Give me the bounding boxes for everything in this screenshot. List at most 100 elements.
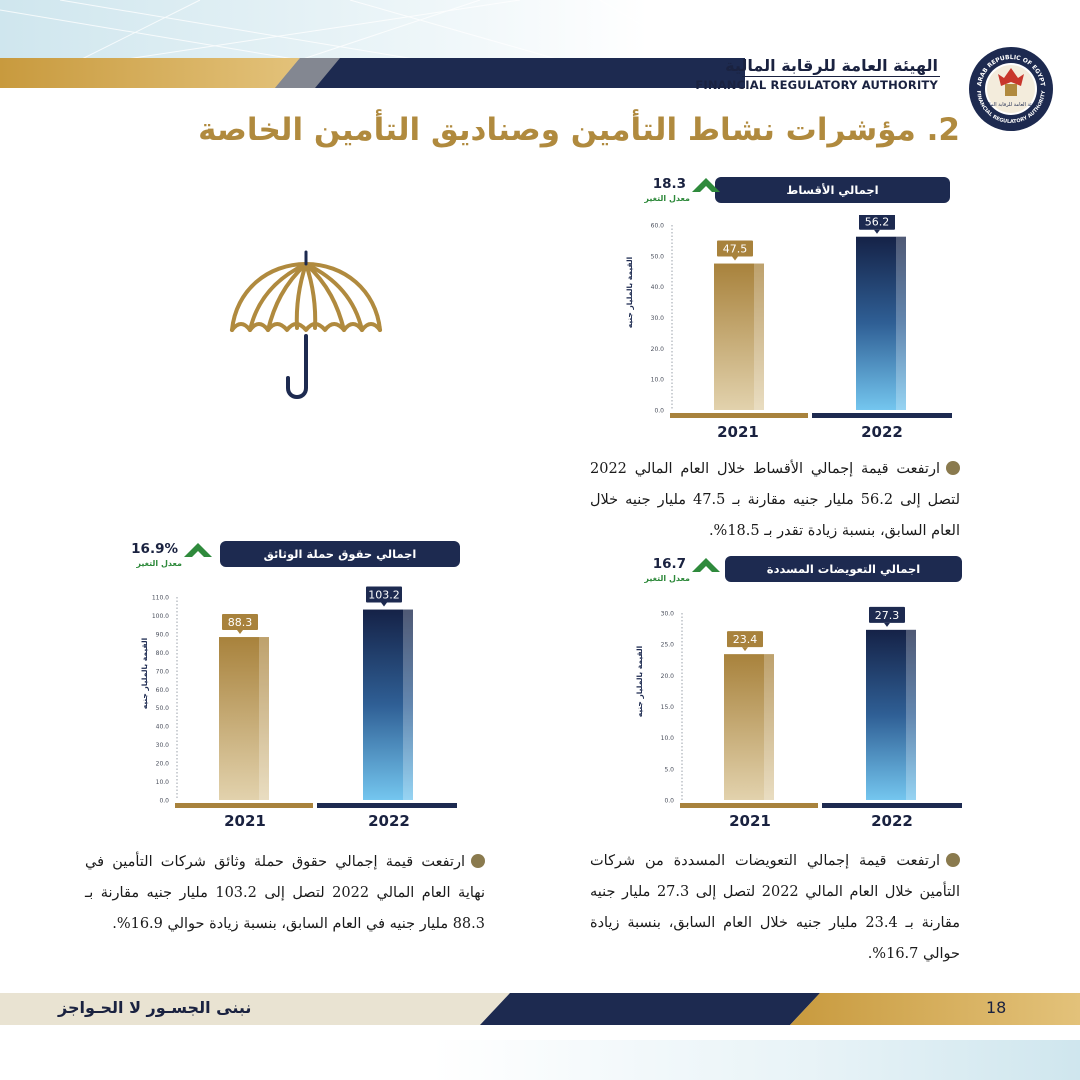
y-tick-label: 5.0	[664, 766, 674, 773]
y-tick-label: 0.0	[664, 798, 674, 805]
y-tick-label: 60.0	[156, 687, 170, 694]
description-text: ارتفعت قيمة إجمالي الأقساط خلال العام ال…	[590, 461, 960, 539]
description-text: ارتفعت قيمة إجمالي التعويضات المسددة من …	[590, 853, 960, 962]
bar-chart-policyholders: القيمة بالمليار جنيه 0.0 10.0 20.0 30.0 40.0 5…	[140, 586, 457, 808]
x-label-2022: 2022	[871, 812, 913, 830]
data-label-box	[222, 614, 258, 631]
y-tick-label: 10.0	[651, 377, 665, 384]
up-arrow-icon	[692, 178, 720, 192]
data-label-pointer	[381, 602, 387, 607]
bar-highlight	[259, 637, 269, 800]
y-tick-label: 40.0	[156, 724, 170, 731]
footer-color-band	[0, 993, 1080, 1025]
y-tick-label: 50.0	[651, 253, 665, 260]
change-label: معدل التغير	[644, 574, 690, 583]
y-tick-label: 30.0	[661, 611, 675, 618]
change-value: 16.9%	[131, 541, 178, 557]
y-tick-label: 10.0	[156, 779, 170, 786]
y-tick-label: 30.0	[156, 742, 170, 749]
data-label-pointer	[237, 630, 243, 635]
y-tick-label: 0.0	[159, 798, 169, 805]
x-label-2021: 2021	[729, 812, 771, 830]
bar-chart-premiums: القيمة بالمليار جنيه 0.0 10.0 20.0 30.0 40.0 5…	[625, 215, 952, 418]
data-label-box	[727, 631, 763, 648]
y-tick-label: 40.0	[651, 284, 665, 291]
bar-highlight	[906, 629, 916, 800]
baseline-2021	[175, 803, 313, 808]
bar-highlight	[764, 654, 774, 800]
chart-description: ارتفعت قيمة إجمالي التعويضات المسددة من …	[590, 846, 960, 970]
x-label-2021: 2021	[717, 423, 759, 441]
bar-2021	[714, 263, 764, 410]
data-label-box	[859, 215, 895, 230]
bar-2022	[856, 236, 906, 410]
data-label-pointer	[742, 647, 748, 652]
face-emoji-icon	[946, 461, 960, 475]
up-arrow-icon	[184, 543, 212, 557]
baseline-2021	[670, 413, 808, 418]
change-label: معدل التغير	[136, 559, 182, 568]
baseline-2022	[822, 803, 962, 808]
data-label-pointer	[874, 229, 880, 234]
y-axis-label: القيمة بالمليار جنيه	[635, 646, 644, 717]
chart-title: اجمالي التعويضات المسددة	[725, 556, 962, 582]
org-name-arabic: الهيئة العامة للرقابة المالية	[725, 56, 938, 75]
y-tick-label: 110.0	[152, 595, 169, 602]
data-label-box	[717, 240, 753, 257]
data-label-box	[869, 606, 905, 623]
y-tick-label: 60.0	[651, 223, 665, 230]
x-label-2021: 2021	[224, 812, 266, 830]
chart-panel-claims: اجمالي التعويضات المسددة 16.7 معدل التغي…	[590, 550, 970, 962]
y-tick-label: 80.0	[156, 650, 170, 657]
logo-center-text: الهيئة العامة للرقابة المالية	[984, 102, 1039, 108]
x-label-2022: 2022	[368, 812, 410, 830]
fra-logo: ARAB REPUBLIC OF EGYPT FINANCIAL REGULAT…	[969, 47, 1053, 131]
y-tick-label: 90.0	[156, 631, 170, 638]
y-axis-label: القيمة بالمليار جنيه	[140, 638, 149, 709]
bar-2021	[724, 654, 774, 800]
chart-panel-policyholders: اجمالي حقوق حملة الوثائق 16.9% معدل التغ…	[85, 535, 485, 940]
page-number: 18	[986, 998, 1007, 1017]
umbrella-icon	[230, 250, 382, 399]
bottom-background	[0, 1040, 1080, 1080]
y-tick-label: 15.0	[661, 704, 675, 711]
chart-title: اجمالي حقوق حملة الوثائق	[220, 541, 460, 567]
org-name-english: FINANCIAL REGULATORY AUTHORITY	[695, 78, 938, 92]
bar-highlight	[754, 263, 764, 410]
data-label-box	[366, 586, 402, 603]
y-tick-label: 10.0	[661, 735, 675, 742]
change-value: 18.3	[652, 176, 686, 192]
data-label: 88.3	[228, 616, 253, 629]
baseline-2022	[317, 803, 457, 808]
org-divider	[742, 76, 940, 77]
footer-slogan: نبنى الجسـور لا الحـواجز	[58, 998, 252, 1017]
y-tick-label: 100.0	[152, 613, 169, 620]
bar-2022	[363, 609, 413, 800]
change-value: 16.7	[652, 556, 686, 572]
data-label: 56.2	[865, 216, 890, 229]
x-label-2022: 2022	[861, 423, 903, 441]
change-indicator: 16.9% معدل التغير	[131, 541, 212, 575]
top-decorative-lines	[0, 0, 701, 60]
bar-highlight	[896, 236, 906, 410]
change-label: معدل التغير	[644, 194, 690, 203]
chart-title: اجمالي الأقساط	[715, 177, 950, 203]
data-label-pointer	[884, 622, 890, 627]
face-emoji-icon	[471, 854, 485, 868]
baseline-2021	[680, 803, 818, 808]
bar-highlight	[403, 609, 413, 800]
top-color-band	[0, 58, 745, 88]
y-tick-label: 50.0	[156, 705, 170, 712]
change-indicator: 18.3 معدل التغير	[640, 176, 720, 210]
y-tick-label: 0.0	[654, 408, 664, 415]
data-label: 27.3	[875, 609, 900, 622]
bar-2021	[219, 637, 269, 800]
up-arrow-icon	[692, 558, 720, 572]
y-axis-label: القيمة بالمليار جنيه	[625, 257, 634, 328]
bar-chart-claims: القيمة بالمليار جنيه 0.0 5.0 10.0 15.0 20.0 25…	[635, 606, 962, 808]
y-tick-label: 20.0	[651, 346, 665, 353]
y-tick-label: 70.0	[156, 668, 170, 675]
y-tick-label: 30.0	[651, 315, 665, 322]
bar-2022	[866, 629, 916, 800]
change-indicator: 16.7 معدل التغير	[640, 556, 720, 590]
